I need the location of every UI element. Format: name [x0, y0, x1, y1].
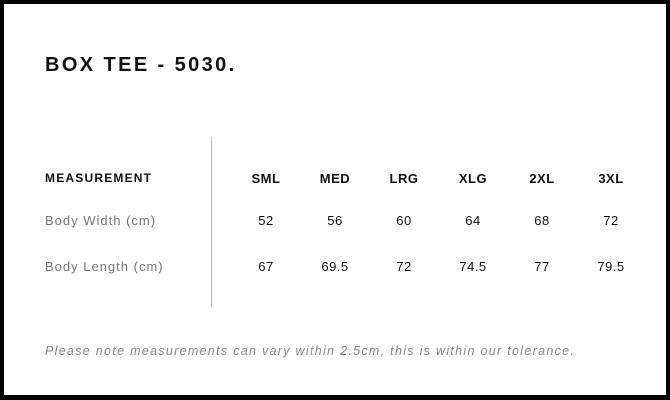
size-header-med: MED: [319, 171, 351, 186]
row-label: Body Length (cm): [45, 259, 164, 274]
size-header-lrg: LRG: [389, 171, 419, 186]
row-label: Body Width (cm): [45, 213, 157, 228]
tolerance-note: Please note measurements can vary within…: [45, 344, 576, 358]
table-cell: 64: [465, 213, 481, 228]
size-header-3xl: 3XL: [598, 171, 624, 186]
size-header-sml: SML: [251, 171, 281, 186]
table-cell: 77: [534, 259, 550, 274]
table-cell: 67: [258, 259, 274, 274]
size-chart-card: BOX TEE - 5030. MEASUREMENT Please note …: [4, 4, 666, 395]
table-cell: 79.5: [597, 259, 625, 274]
table-cell: 72: [396, 259, 412, 274]
table-cell: 60: [396, 213, 412, 228]
table-cell: 52: [258, 213, 274, 228]
table-cell: 74.5: [459, 259, 487, 274]
size-header-xlg: XLG: [458, 171, 488, 186]
size-header-2xl: 2XL: [529, 171, 555, 186]
table-cell: 72: [603, 213, 619, 228]
table-cell: 69.5: [321, 259, 349, 274]
table-cell: 68: [534, 213, 550, 228]
measurement-header: MEASUREMENT: [45, 171, 153, 185]
page-title: BOX TEE - 5030.: [45, 54, 237, 76]
column-divider: [211, 137, 212, 307]
table-cell: 56: [327, 213, 343, 228]
